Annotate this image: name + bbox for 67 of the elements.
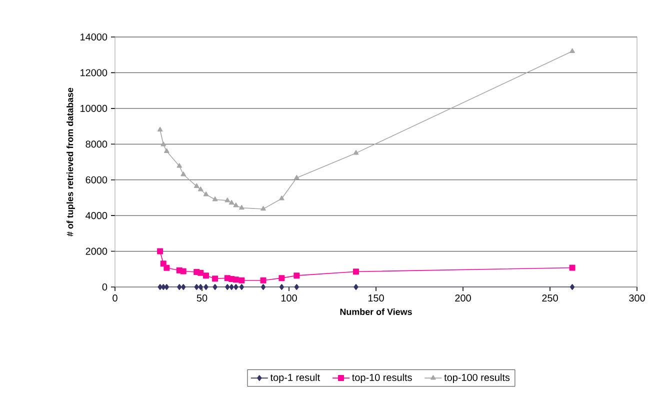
- y-tick-label: 12000: [80, 69, 108, 76]
- point: [160, 142, 166, 146]
- point: [198, 270, 204, 276]
- y-tick-label: 10000: [80, 104, 108, 112]
- point: [164, 264, 170, 271]
- y-tick-label: 8000: [86, 140, 108, 148]
- point: [177, 284, 182, 290]
- point: [194, 284, 199, 290]
- point: [354, 284, 358, 290]
- y-tick-label: 14000: [80, 33, 108, 41]
- point: [279, 196, 284, 200]
- x-tick-label: 250: [542, 294, 558, 302]
- point: [233, 202, 239, 208]
- point: [294, 284, 300, 290]
- x-tick-label: 300: [629, 294, 645, 302]
- point: [232, 276, 239, 283]
- point: [228, 200, 234, 205]
- point: [198, 186, 204, 192]
- point: [212, 276, 218, 282]
- point: [234, 284, 238, 290]
- x-tick-label: 200: [455, 294, 471, 302]
- point: [294, 272, 300, 279]
- point: [279, 284, 284, 290]
- point: [260, 277, 266, 284]
- point: [203, 272, 210, 279]
- y-tick-label: 4000: [86, 212, 108, 220]
- point: [181, 284, 186, 290]
- point: [198, 284, 203, 290]
- point: [570, 48, 575, 53]
- point: [352, 268, 359, 275]
- y-tick-label: 0: [102, 283, 108, 291]
- point: [194, 183, 200, 188]
- point: [204, 284, 208, 290]
- point: [225, 284, 230, 290]
- legend-label: top-1 result: [270, 374, 320, 383]
- point: [229, 284, 234, 290]
- x-tick-label: 100: [281, 294, 297, 302]
- x-tick-label: 50: [196, 294, 208, 302]
- point: [278, 275, 285, 282]
- point: [164, 148, 170, 153]
- point: [569, 264, 576, 271]
- point: [176, 163, 182, 168]
- point: [157, 248, 164, 254]
- y-axis-title: # of tuples retrieved from database: [66, 88, 75, 236]
- point: [180, 172, 186, 176]
- point: [239, 204, 244, 210]
- point: [260, 284, 266, 290]
- point: [224, 198, 230, 202]
- point: [157, 126, 163, 132]
- point: [203, 192, 209, 196]
- point: [180, 268, 186, 274]
- point: [353, 150, 359, 155]
- point: [238, 277, 245, 284]
- point: [212, 284, 218, 290]
- y-tick-label: 6000: [86, 176, 108, 184]
- x-axis-title: Number of Views: [340, 308, 412, 316]
- x-tick-label: 150: [368, 294, 384, 302]
- point: [294, 174, 300, 180]
- point: [158, 284, 162, 290]
- x-tick-label: 0: [112, 294, 118, 302]
- y-tick-label: 2000: [86, 248, 108, 255]
- point: [239, 284, 244, 290]
- point: [570, 284, 575, 290]
- point: [260, 206, 266, 211]
- legend-label: top-100 results: [444, 374, 510, 383]
- point: [212, 196, 218, 202]
- legend-label: top-10 results: [352, 374, 412, 383]
